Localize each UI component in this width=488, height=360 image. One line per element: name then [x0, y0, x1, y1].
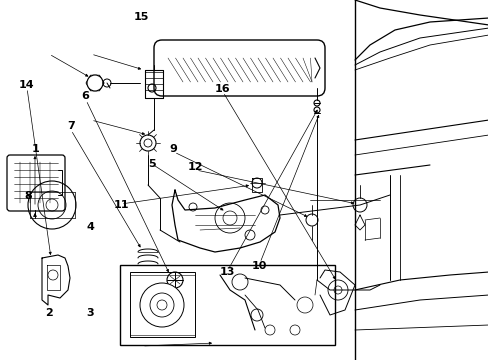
Text: 6: 6 [81, 91, 89, 102]
Text: 12: 12 [187, 162, 203, 172]
Text: 1: 1 [31, 144, 39, 154]
Text: 14: 14 [19, 80, 35, 90]
Text: 9: 9 [169, 144, 177, 154]
Text: 4: 4 [86, 222, 94, 232]
Bar [130, 272, 195, 337]
Text: 13: 13 [219, 267, 235, 277]
Text: 8: 8 [24, 191, 32, 201]
Text: 2: 2 [45, 308, 53, 318]
Text: 7: 7 [67, 121, 75, 131]
Bar [120, 265, 334, 345]
Text: 3: 3 [86, 308, 94, 318]
Text: 16: 16 [214, 84, 230, 94]
Circle shape [140, 283, 183, 327]
Text: 5: 5 [147, 159, 155, 169]
Circle shape [87, 75, 103, 91]
Bar [145, 70, 163, 98]
Text: 11: 11 [113, 200, 129, 210]
Text: 15: 15 [134, 12, 149, 22]
Text: 10: 10 [251, 261, 266, 271]
